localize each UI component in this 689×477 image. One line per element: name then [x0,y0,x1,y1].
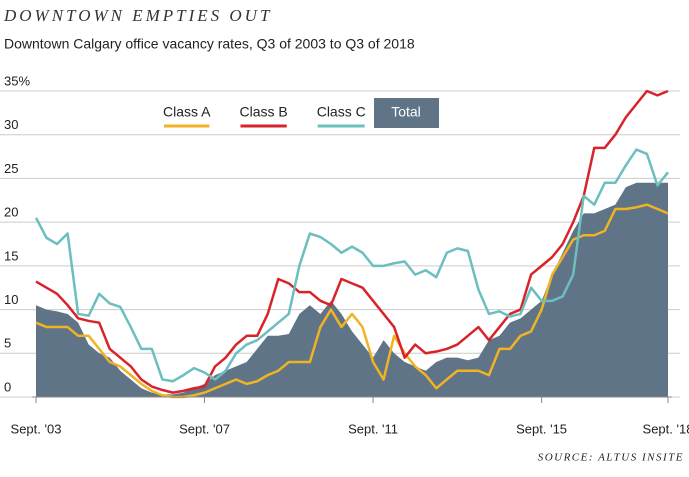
area [36,182,668,397]
legend-label: Class B [239,104,287,120]
source: SOURCE: ALTUS INSITE [538,452,684,464]
legend-label: Class A [163,104,211,120]
line [35,203,669,399]
y-tick-label: 10 [4,292,18,307]
x-tick-label: Sept. '15 [516,421,567,436]
chart-subtitle: Downtown Calgary office vacancy rates, Q… [4,36,415,52]
y-tick-label: 20 [4,205,18,220]
y-tick-label: 25 [4,161,18,176]
y-tick-label: 35% [4,73,30,88]
legend-label: Total [391,104,421,120]
legend-swatch [374,98,439,128]
x-tick-label: Sept. '18 [643,421,689,436]
x-tick-label: Sept. '03 [11,421,62,436]
y-tick-label: 30 [4,117,18,132]
y-tick-label: 5 [4,336,11,351]
x-tick-label: Sept. '07 [179,421,230,436]
line [34,148,669,383]
line [35,89,669,394]
y-tick-label: 0 [4,379,11,394]
legend-label: Class C [317,104,366,120]
chart-title: DOWNTOWN EMPTIES OUT [3,6,272,25]
y-tick-label: 15 [4,248,18,263]
x-tick-label: Sept. '11 [348,421,398,436]
